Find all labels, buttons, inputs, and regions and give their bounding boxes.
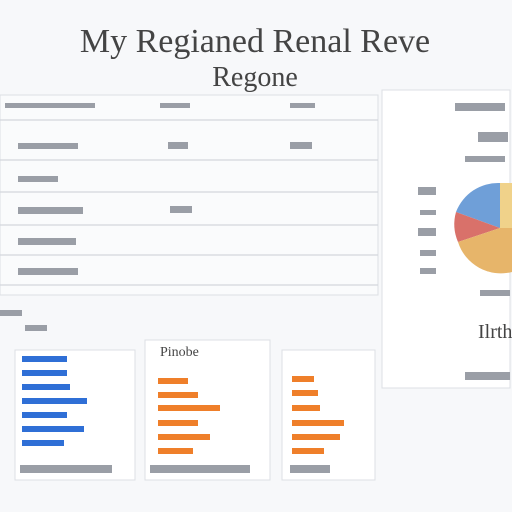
side-card: Ilrth [381,89,512,389]
bar [22,426,84,432]
scribble [420,210,436,215]
scribble [480,290,510,296]
bar [22,412,67,418]
panel-label: Pinobe [160,345,199,360]
bar-panels: Pinobe [14,339,376,481]
scribble [170,206,192,213]
scribble [418,228,436,236]
scribble [465,156,505,162]
orange-bars [158,376,344,454]
bar [158,434,210,440]
scribble [18,176,58,182]
bar [158,405,220,411]
panel [281,349,376,481]
pie-slice [458,228,512,274]
card-label: Ilrth [478,321,512,343]
scribble [420,268,436,274]
bar [158,392,198,398]
pie-slice [454,212,500,242]
scribble [18,143,78,149]
bar [292,390,318,396]
table-frame [0,94,379,296]
scribble [20,465,112,473]
pie-slice [456,182,500,228]
scribble [5,103,95,108]
bar [22,356,67,362]
bar [292,448,324,454]
bar [292,420,344,426]
bar [158,420,198,426]
scribble [465,372,510,380]
scribble [418,187,436,195]
bar [22,384,70,390]
bar [292,376,314,382]
pie [454,182,512,274]
bar [158,448,193,454]
bar [292,434,340,440]
scribble [420,250,436,256]
scribble [18,268,78,275]
scribble [18,238,76,245]
scribble [290,142,312,149]
blue-bars [22,356,87,446]
subtitle: Regone [212,62,298,93]
scribble [25,325,47,331]
scribble [455,103,505,111]
scribble [160,103,190,108]
table [0,94,379,331]
scribble [150,465,250,473]
scribble [0,310,22,316]
scribble [290,465,330,473]
bar [22,440,64,446]
pie-slice [500,183,512,228]
scribble [478,132,508,142]
scribble [290,103,315,108]
bar [22,398,87,404]
bar [158,378,188,384]
bar [292,405,320,411]
title: My Regianed Renal Reve [80,23,430,60]
bar [22,370,67,376]
scribble [168,142,188,149]
scribble [18,207,83,214]
